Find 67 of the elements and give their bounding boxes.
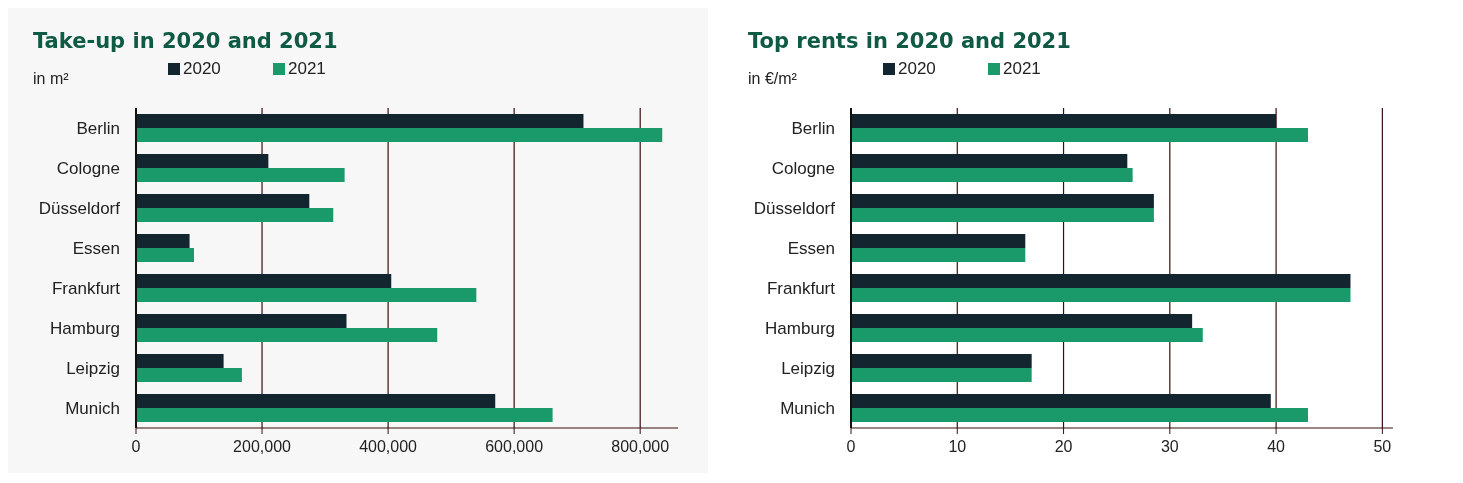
bar (851, 288, 1351, 302)
bar (136, 368, 242, 382)
bar (851, 154, 1128, 168)
bar (851, 168, 1133, 182)
bar (136, 328, 438, 342)
y-tick-label: Düsseldorf (753, 199, 836, 218)
x-tick-label: 200,000 (233, 438, 292, 455)
legend-label: 2020 (183, 59, 221, 78)
x-tick-label: 0 (131, 438, 141, 455)
legend-label: 2021 (288, 59, 326, 78)
bar (136, 288, 477, 302)
bar (136, 194, 310, 208)
x-tick-label: 40 (1267, 438, 1286, 455)
x-tick-label: 30 (1160, 438, 1179, 455)
y-tick-label: Berlin (76, 119, 120, 138)
legend-label: 2020 (898, 59, 936, 78)
bar (851, 408, 1308, 422)
x-tick-label: 800,000 (611, 438, 670, 455)
bar (851, 354, 1032, 368)
x-tick-label: 0 (846, 438, 856, 455)
y-tick-label: Berlin (791, 119, 835, 138)
bar (136, 154, 269, 168)
bar (136, 274, 392, 288)
bar (136, 114, 584, 128)
bar (136, 408, 553, 422)
bar (136, 208, 334, 222)
bar (851, 394, 1271, 408)
bar (136, 248, 194, 262)
bar (851, 274, 1351, 288)
y-tick-label: Munich (780, 399, 835, 418)
bar (851, 248, 1026, 262)
chart-subtitle: in €/m² (748, 70, 798, 87)
bar (136, 354, 224, 368)
x-tick-label: 10 (948, 438, 967, 455)
bar (851, 314, 1193, 328)
bar (136, 128, 663, 142)
bar (136, 314, 347, 328)
y-tick-label: Hamburg (765, 319, 835, 338)
chart-title: Take-up in 2020 and 2021 (33, 29, 338, 53)
y-tick-label: Frankfurt (766, 279, 836, 298)
chart-title: Top rents in 2020 and 2021 (748, 29, 1071, 53)
bar (851, 368, 1032, 382)
y-tick-label: Essen (787, 239, 835, 258)
chart-subtitle: in m² (33, 70, 70, 87)
y-tick-label: Düsseldorf (38, 199, 121, 218)
bar (851, 128, 1308, 142)
bar (851, 194, 1154, 208)
bar (851, 234, 1026, 248)
legend-label: 2021 (1003, 59, 1041, 78)
y-tick-label: Essen (72, 239, 120, 258)
y-tick-label: Frankfurt (51, 279, 121, 298)
bar (136, 234, 190, 248)
x-tick-label: 20 (1054, 438, 1073, 455)
bar (851, 328, 1203, 342)
bar (136, 168, 345, 182)
bar (136, 394, 496, 408)
y-tick-label: Cologne (56, 159, 120, 178)
y-tick-label: Leipzig (781, 359, 835, 378)
x-tick-label: 600,000 (485, 438, 544, 455)
x-tick-label: 400,000 (359, 438, 418, 455)
y-tick-label: Cologne (771, 159, 835, 178)
y-tick-label: Munich (65, 399, 120, 418)
bar (851, 114, 1277, 128)
y-tick-label: Leipzig (66, 359, 120, 378)
bar (851, 208, 1154, 222)
x-tick-label: 50 (1373, 438, 1392, 455)
y-tick-label: Hamburg (50, 319, 120, 338)
